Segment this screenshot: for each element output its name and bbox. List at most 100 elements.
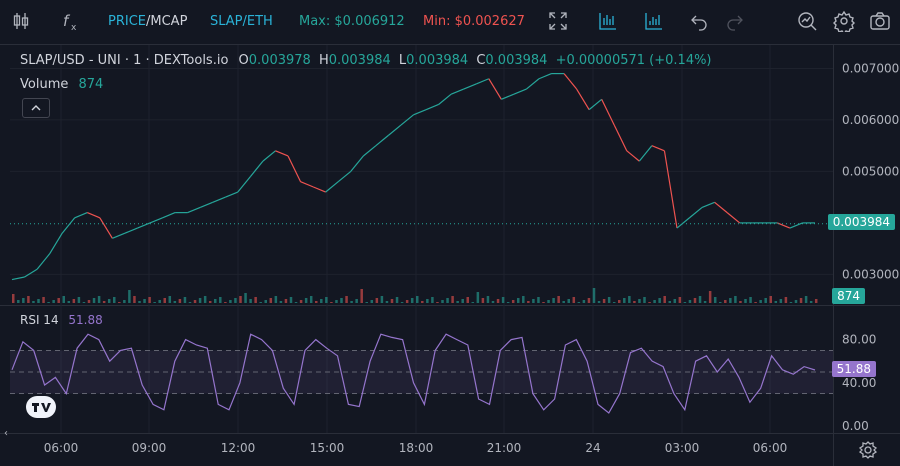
fullscreen-icon[interactable] [547, 10, 569, 32]
price-segment [212, 196, 226, 203]
volume-bar [123, 300, 126, 303]
price-tick-label: 0.006000 [842, 113, 899, 127]
volume-bar [208, 301, 212, 303]
volume-bar [249, 299, 252, 303]
price-segment [388, 124, 402, 136]
price-series [10, 72, 833, 281]
volume-bar [294, 302, 298, 303]
volume-bar [547, 300, 550, 303]
volume-bar [759, 300, 762, 303]
chart-type-icon[interactable] [597, 10, 619, 32]
volume-bar [643, 297, 646, 303]
price-segment [337, 170, 352, 183]
price-segment [275, 150, 289, 157]
volume-bar [385, 301, 389, 303]
price-segment [488, 78, 502, 100]
rsi-legend: RSI 14 51.88 [20, 313, 103, 327]
volume-bar [814, 299, 818, 303]
volume-bar [456, 301, 459, 303]
price-segment [601, 99, 615, 126]
time-tick-label: 18:00 [399, 441, 434, 455]
volume-bar [82, 302, 86, 303]
price-segment [149, 217, 163, 224]
volume-bar [784, 297, 788, 303]
volume-bar [739, 301, 742, 303]
volume-bar [779, 299, 783, 303]
price-segment [563, 73, 578, 90]
volume-bar [395, 297, 399, 303]
volume-bar [365, 302, 368, 303]
volume-bar [623, 298, 626, 303]
volume-bar [148, 297, 151, 303]
collapse-legend-button[interactable] [22, 98, 50, 118]
price-segment [588, 98, 603, 111]
volume-bar [168, 296, 172, 303]
volume-bar [633, 301, 636, 303]
volume-bar [274, 296, 278, 303]
svg-text:x: x [71, 23, 77, 32]
undo-icon[interactable] [688, 10, 710, 32]
candles-icon[interactable] [10, 10, 32, 32]
volume-bar [567, 299, 570, 303]
high-label: H [318, 53, 329, 68]
volume-bar [734, 296, 737, 303]
price-segment [162, 212, 176, 219]
volume-bar [597, 301, 601, 303]
volume-bar [143, 299, 146, 303]
change-value: +0.00000571 (+0.14%) [555, 53, 712, 68]
volume-bar [804, 296, 808, 303]
volume-bar [421, 301, 424, 303]
time-tick-label: 24 [585, 441, 600, 455]
price-segment [99, 217, 113, 239]
volume-bar [612, 302, 616, 303]
time-tick-label: 06:00 [753, 441, 788, 455]
price-segment [61, 217, 76, 234]
volume-bar [92, 298, 96, 303]
price-toggle-label[interactable]: PRICE [108, 14, 146, 29]
volume-bar [698, 296, 702, 303]
volume-bar [239, 296, 242, 303]
time-tick-label: 15:00 [310, 441, 345, 455]
price-segment [651, 145, 665, 152]
volume-bar [62, 296, 65, 303]
volume-bar [592, 288, 596, 303]
symbol-title[interactable]: SLAP/USD - UNI · 1 · DEXTools.io [20, 53, 229, 68]
pair-switch-button[interactable]: SLAP/ETH [210, 14, 273, 29]
volume-bar [587, 298, 591, 303]
svg-text:f: f [63, 12, 71, 30]
price-segment [287, 155, 302, 182]
bar-chart-icon[interactable] [643, 10, 665, 32]
volume-bar [128, 290, 131, 303]
axis-settings-icon[interactable] [858, 440, 878, 460]
price-tick-label: 0.007000 [842, 61, 899, 75]
volume-bar [254, 297, 257, 303]
volume-bar [577, 302, 581, 303]
redo-icon[interactable] [724, 10, 746, 32]
search-icon[interactable] [796, 10, 818, 32]
volume-bar [178, 299, 182, 303]
close-value: 0.003984 [485, 53, 548, 68]
volume-bar [537, 297, 540, 303]
volume-bar [97, 296, 101, 303]
rsi-tick-label: 0.00 [842, 419, 869, 433]
price-segment [87, 212, 101, 219]
tradingview-logo[interactable] [26, 396, 56, 418]
mcap-toggle-label[interactable]: MCAP [150, 14, 188, 29]
price-mcap-toggle[interactable]: PRICE/MCAP [108, 14, 187, 29]
volume-bar [269, 298, 273, 303]
volume-bar [350, 301, 353, 303]
volume-bar [330, 302, 333, 303]
camera-icon[interactable] [869, 10, 891, 32]
volume-bar [638, 299, 641, 303]
toggle-separator: / [146, 14, 151, 29]
current-price-tag: 0.003984 [827, 214, 895, 230]
scroll-left-icon[interactable]: ‹ [4, 428, 8, 439]
volume-bar [138, 301, 141, 303]
price-segment [362, 145, 377, 157]
volume-bar [320, 299, 323, 303]
volume-bar [360, 289, 363, 303]
volume-bar [648, 302, 651, 303]
price-segment [187, 206, 201, 214]
